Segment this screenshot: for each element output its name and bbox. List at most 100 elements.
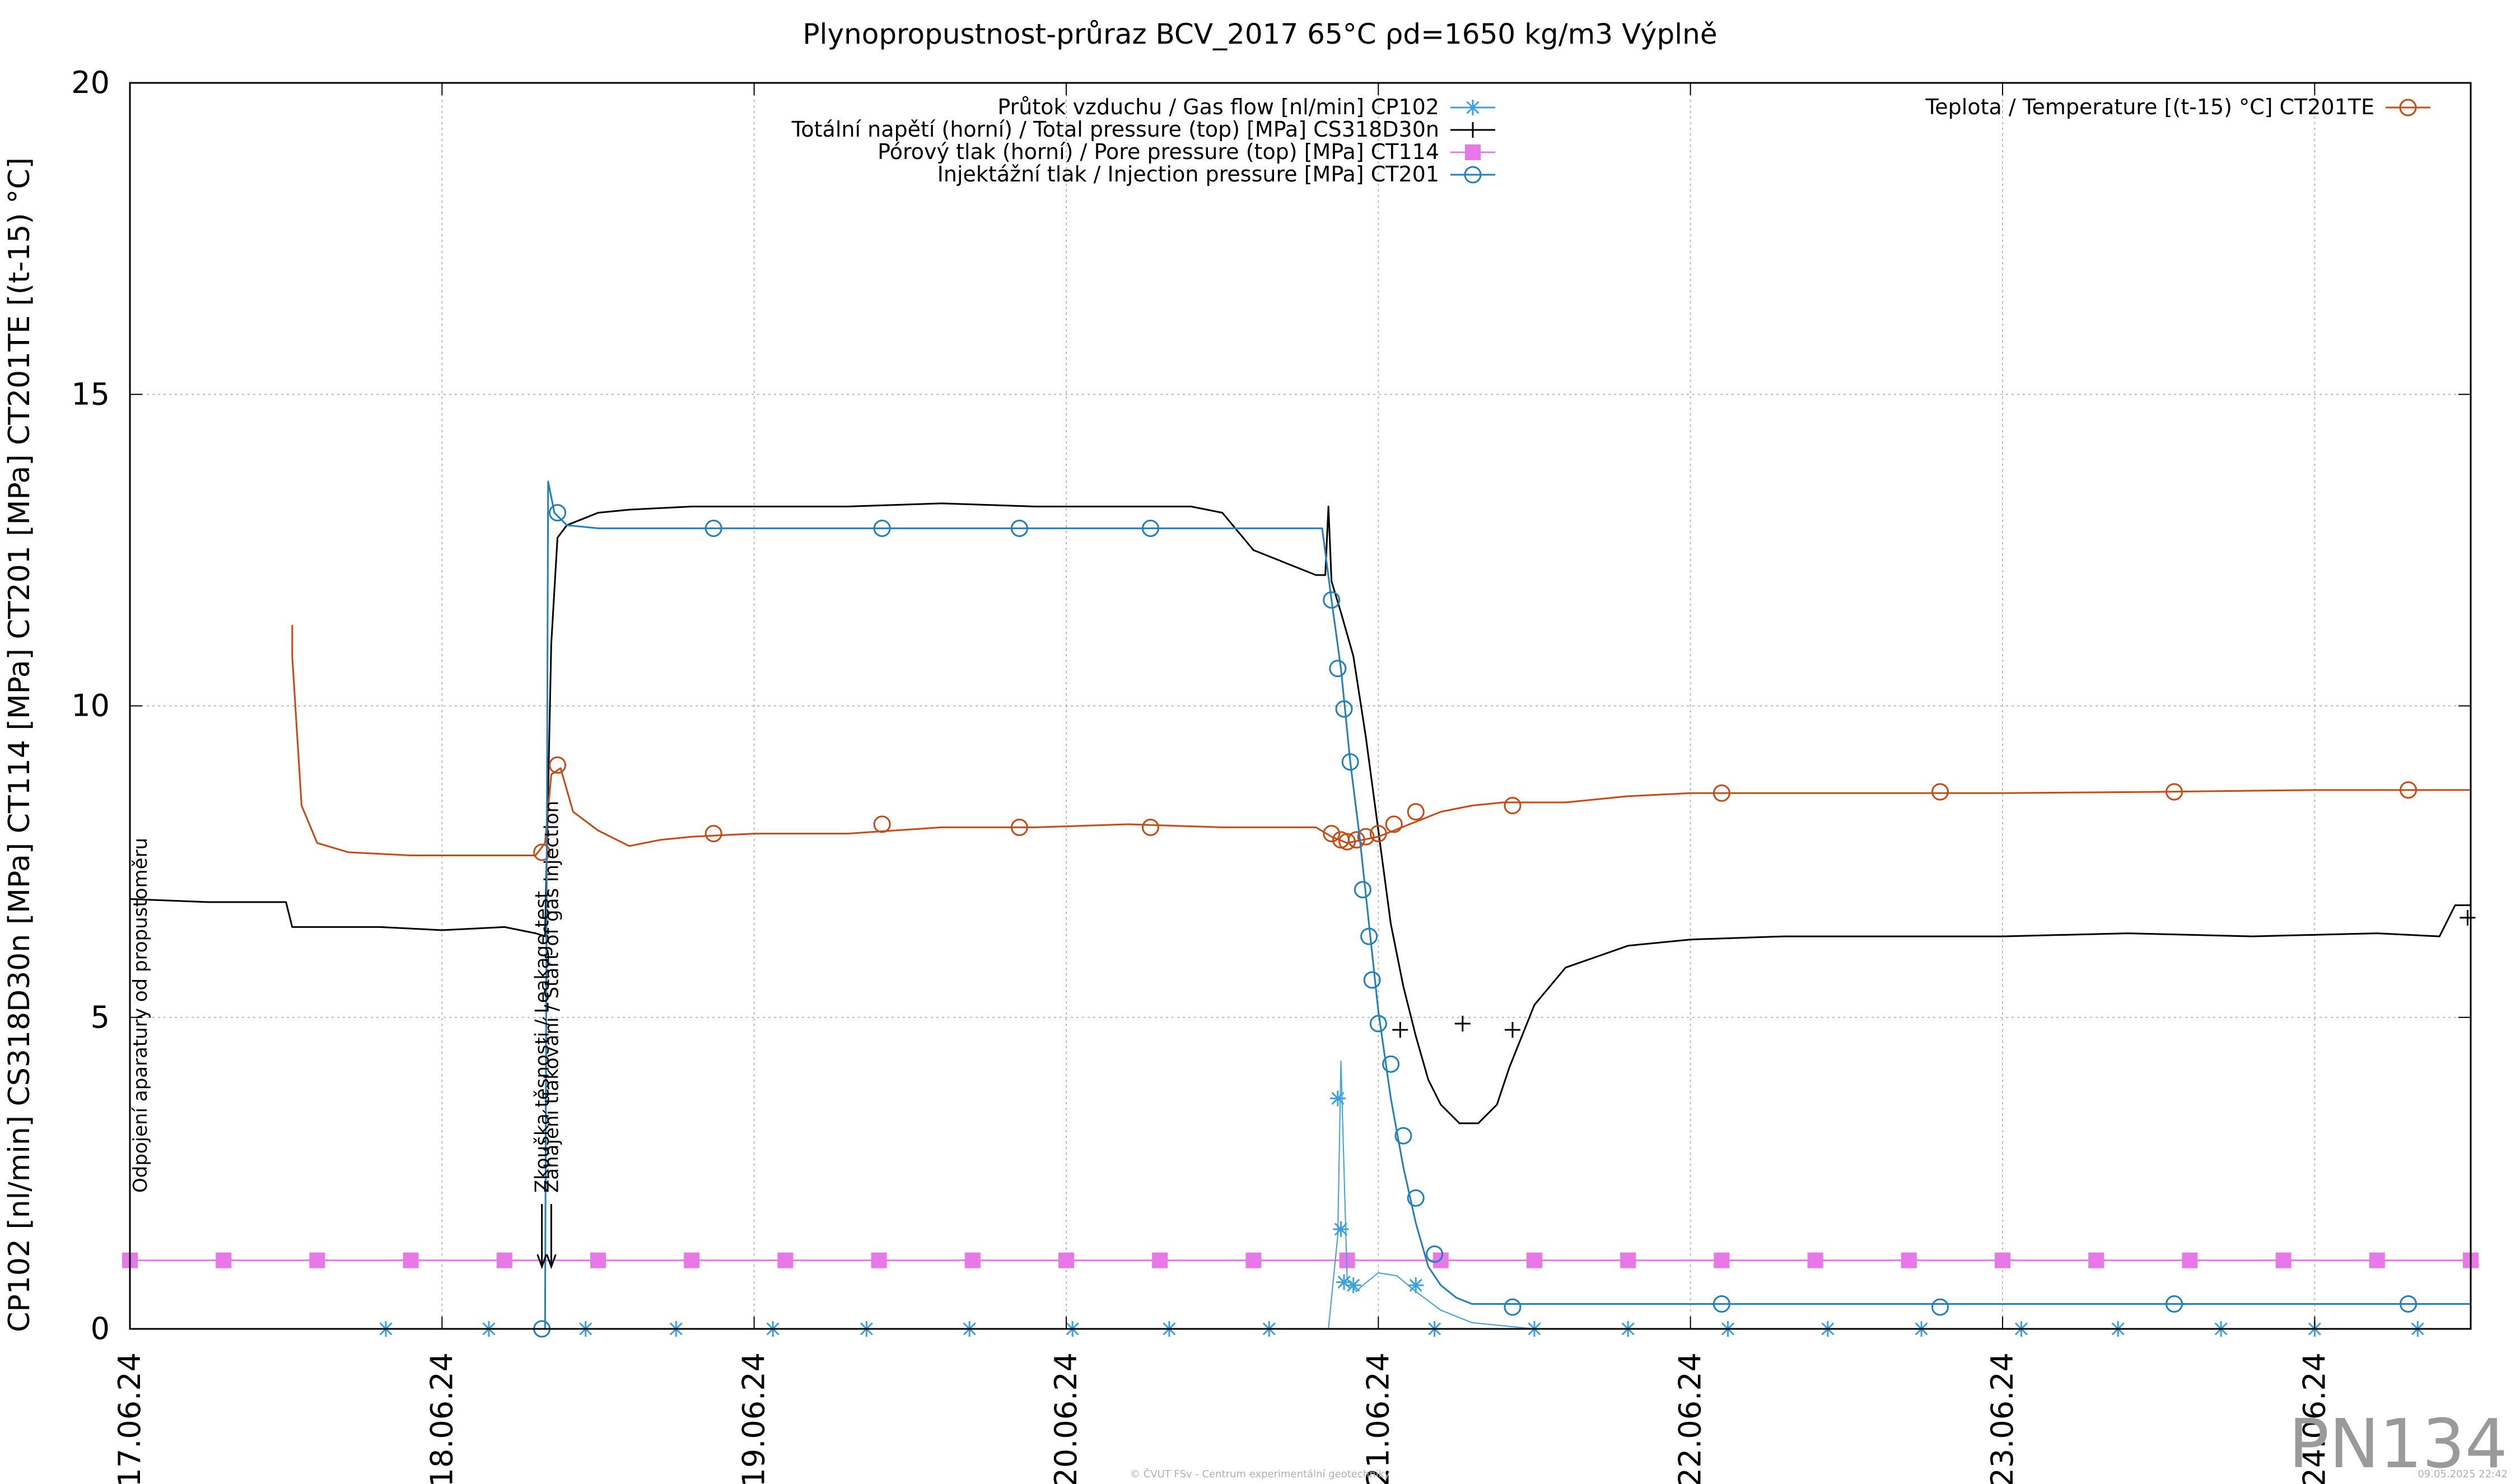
data-point <box>684 1252 700 1268</box>
data-point <box>1408 1277 1424 1294</box>
y-tick-label: 0 <box>91 1311 110 1346</box>
footer-timestamp: 09.05.2025 22:42 <box>2418 1468 2508 1480</box>
annotations: Odpojení aparatury od propustoměru Zkoušk… <box>129 801 563 1270</box>
data-point <box>1329 1090 1346 1107</box>
data-point <box>964 1252 981 1268</box>
annotation-text: Zkouška těsnosti / Leakage test <box>531 891 554 1193</box>
legend-label: Pórový tlak (horní) / Pore pressure (top… <box>878 139 1439 164</box>
data-point <box>1245 1252 1262 1268</box>
data-point <box>1363 971 1381 989</box>
data-point <box>1426 1245 1444 1263</box>
annotation-text: Odpojení aparatury od propustoměru <box>129 838 152 1193</box>
data-point <box>1995 1252 2010 1268</box>
data-point <box>1345 1277 1361 1294</box>
data-point <box>1714 1252 1730 1268</box>
data-point <box>496 1252 512 1268</box>
data-point <box>1058 1252 1074 1268</box>
data-point <box>1504 797 1522 814</box>
series-line <box>535 480 2471 1330</box>
data-point <box>1369 1015 1387 1033</box>
legend-marker <box>1464 166 1482 184</box>
legend-marker <box>1465 122 1481 138</box>
data-point <box>1504 1022 1520 1038</box>
data-point <box>2275 1252 2292 1268</box>
data-point <box>1807 1252 1823 1268</box>
data-point <box>1901 1252 1917 1268</box>
data-point <box>873 815 891 833</box>
watermark: PN134 <box>2289 1406 2508 1483</box>
x-tick-label: 23.06.24 <box>1985 1352 2020 1484</box>
annotation-arrowhead <box>536 1254 548 1270</box>
data-point <box>2166 1295 2183 1313</box>
data-point <box>2400 781 2418 799</box>
legend-marker <box>2399 99 2417 116</box>
data-point <box>403 1252 419 1268</box>
data-point <box>1620 1252 1636 1268</box>
data-point <box>873 519 891 537</box>
annotation-arrowhead <box>545 1254 557 1270</box>
data-point <box>1357 828 1375 846</box>
x-tick-label: 20.06.24 <box>1048 1352 1084 1484</box>
data-point <box>1323 825 1341 843</box>
data-point <box>1152 1252 1168 1268</box>
data-point <box>1360 927 1378 945</box>
axes <box>129 82 2472 1330</box>
data-point <box>704 825 722 843</box>
data-point <box>777 1252 794 1268</box>
data-point <box>1323 591 1341 609</box>
series-line <box>129 502 2471 1124</box>
data-point <box>533 843 551 861</box>
x-tick-label: 21.06.24 <box>1360 1352 1396 1484</box>
data-point <box>549 504 567 522</box>
y-tick-labels: 0 5 10 15 20 <box>71 65 110 1346</box>
data-point <box>1712 1295 1730 1313</box>
y-tick-label: 15 <box>71 376 110 412</box>
x-tick-label: 18.06.24 <box>424 1352 459 1484</box>
data-point <box>2369 1252 2385 1268</box>
annotation-text: Zahájení tlakování / Start of gas inject… <box>540 801 563 1193</box>
data-point <box>1712 784 1730 802</box>
data-point <box>1392 1022 1408 1038</box>
data-point <box>2400 1295 2418 1313</box>
data-point <box>1527 1252 1542 1268</box>
data-point <box>1338 833 1356 851</box>
series-layer <box>122 480 2479 1338</box>
series-line <box>379 1060 2471 1329</box>
footer-credit: © ČVUT FSv - Centrum experimentální geot… <box>1130 1468 1390 1480</box>
data-point <box>1341 753 1359 771</box>
legend: Průtok vzduchu / Gas flow [nl/min] CP102… <box>791 95 1495 186</box>
data-point <box>2182 1252 2198 1268</box>
legend-label: Injektážní tlak / Injection pressure [MP… <box>937 162 1439 186</box>
data-point <box>1010 818 1028 836</box>
data-point <box>1141 519 1159 537</box>
data-point <box>1335 700 1353 718</box>
data-point <box>1382 1055 1400 1073</box>
legend-label: Průtok vzduchu / Gas flow [nl/min] CP102 <box>997 95 1439 119</box>
data-point <box>1333 1221 1349 1237</box>
legend-marker <box>1465 144 1481 160</box>
data-point <box>1504 1298 1522 1316</box>
series-line <box>291 624 2471 856</box>
data-point <box>1010 519 1028 537</box>
x-tick-label: 22.06.24 <box>1673 1352 1708 1484</box>
data-point <box>871 1252 887 1268</box>
data-point <box>1347 831 1365 849</box>
data-point <box>1336 1274 1352 1290</box>
x-tick-label: 19.06.24 <box>736 1352 772 1484</box>
data-point <box>216 1252 232 1268</box>
series-2 <box>122 1252 2479 1268</box>
data-point <box>1931 783 1949 801</box>
x-tick-label: 17.06.24 <box>112 1352 147 1484</box>
data-point <box>2088 1252 2104 1268</box>
y-axis-label: CP102 [nl/min] CS318D30n [MPa] CT114 [MP… <box>3 157 36 1332</box>
legend-marker <box>1465 100 1481 115</box>
y-tick-label: 20 <box>71 65 110 100</box>
data-point <box>704 519 722 537</box>
data-point <box>1329 660 1347 678</box>
data-point <box>2166 783 2183 801</box>
data-point <box>1931 1298 1949 1316</box>
series-4 <box>291 624 2471 861</box>
series-3 <box>533 480 2471 1338</box>
legend-label: Teplota / Temperature [(t-15) °C] CT201T… <box>1925 95 2374 119</box>
y-tick-label: 5 <box>91 1000 110 1035</box>
